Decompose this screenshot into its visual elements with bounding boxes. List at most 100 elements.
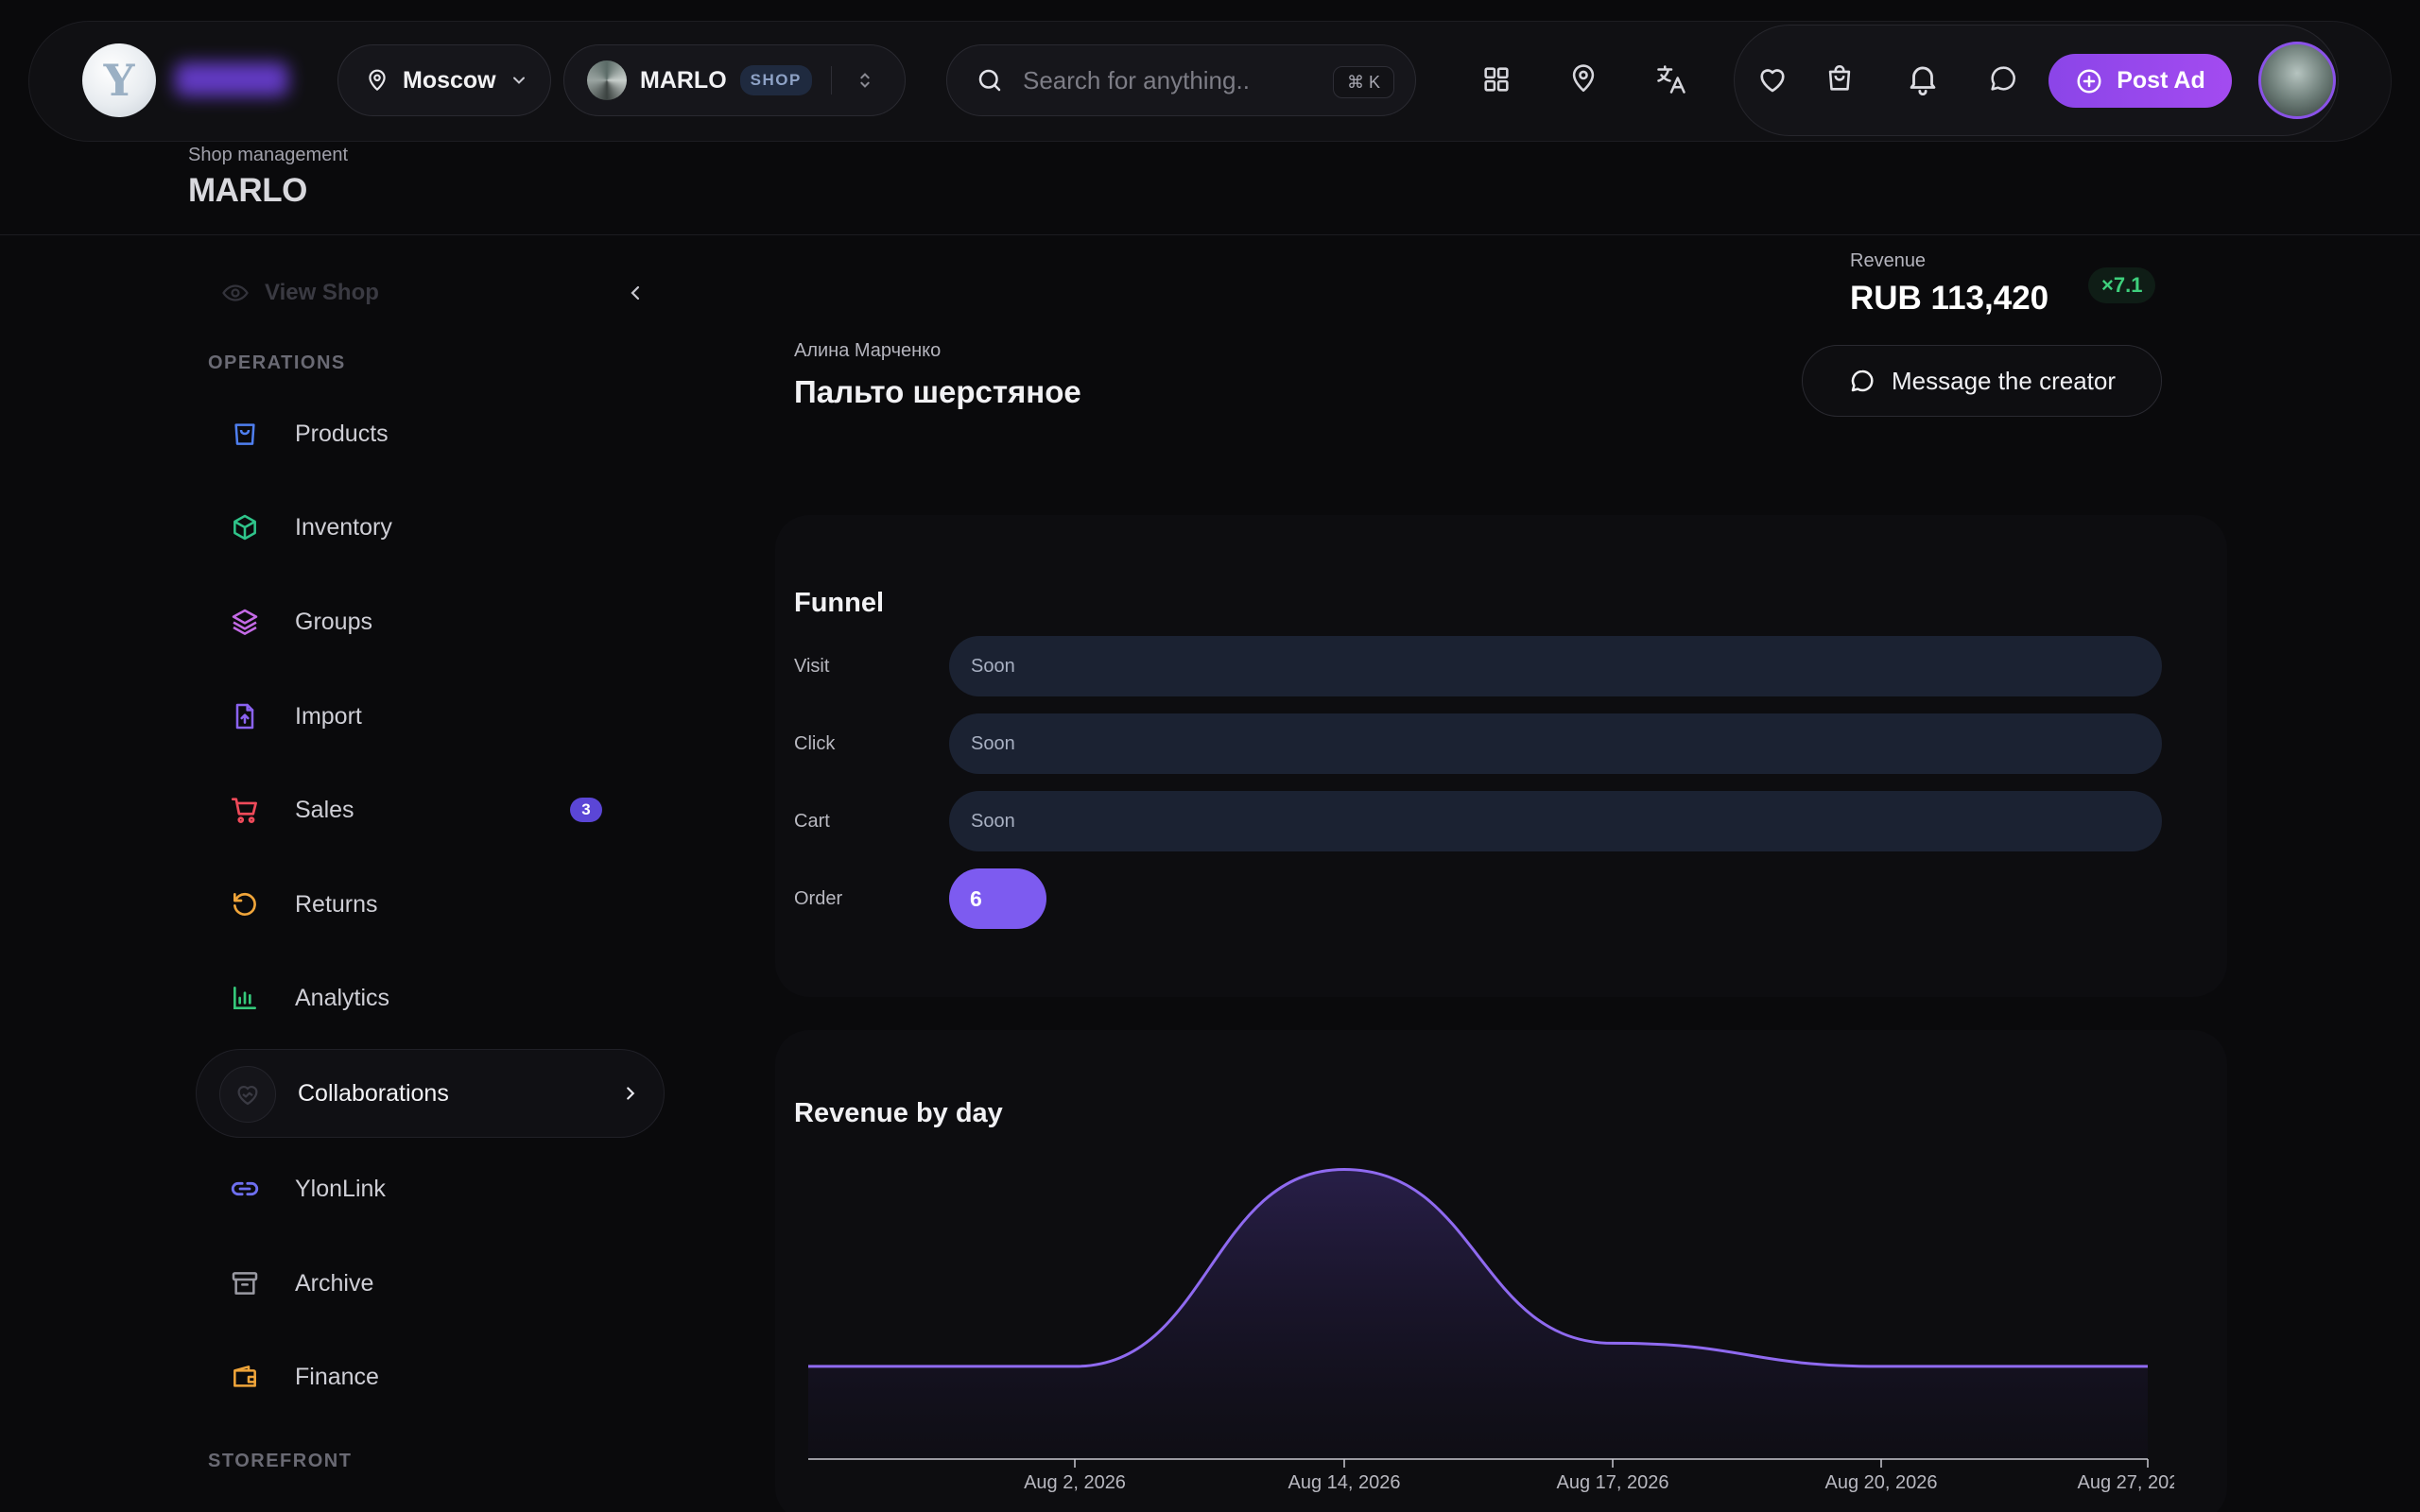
view-shop-label: View Shop [265, 280, 379, 305]
file-upload-icon [223, 701, 267, 731]
revenue-chart-title: Revenue by day [794, 1098, 1003, 1128]
sales-count-badge: 3 [570, 798, 602, 822]
sidebar-item-label: Returns [295, 890, 378, 918]
sidebar-item-label: Analytics [295, 984, 390, 1011]
chat-icon[interactable] [1987, 62, 2019, 94]
divider [830, 66, 833, 94]
revenue-area-chart: Aug 2, 2026 Aug 14, 2026 Aug 17, 2026 Aug 2… [807, 1167, 2175, 1493]
wallet-icon [223, 1362, 267, 1392]
header-divider [0, 234, 2420, 235]
heart-icon[interactable] [1755, 62, 1789, 96]
collapse-sidebar-button[interactable] [624, 278, 647, 313]
app-logo[interactable]: Y [82, 43, 156, 117]
funnel-title: Funnel [794, 588, 885, 618]
sidebar-item-label: Inventory [295, 513, 392, 541]
funnel-bar-value: Soon [971, 655, 1015, 677]
x-axis-tick-label: Aug 14, 2026 [1288, 1472, 1401, 1493]
chevron-up-down-icon [860, 73, 871, 88]
map-pin-icon [369, 69, 386, 91]
sidebar-item-inventory[interactable]: Inventory [223, 499, 658, 556]
bell-icon[interactable] [1905, 60, 1941, 96]
x-axis-tick-label: Aug 2, 2026 [1024, 1472, 1126, 1493]
location-icon[interactable] [1567, 62, 1599, 94]
shop-switcher[interactable]: MARLO SHOP [563, 44, 906, 116]
funnel-bar-value: 6 [970, 885, 982, 911]
plus-circle-icon [2077, 69, 2101, 93]
rotate-ccw-icon [223, 889, 267, 919]
eye-icon [222, 284, 249, 301]
funnel-bar-visit: Soon [949, 636, 2162, 696]
sidebar-item-label: Finance [295, 1363, 379, 1390]
sidebar-item-label: Products [295, 420, 389, 447]
x-axis-tick-label: Aug 20, 2026 [1825, 1472, 1938, 1493]
layers-icon [223, 607, 267, 637]
section-label-operations: OPERATIONS [208, 352, 346, 373]
product-title: Пальто шерстяное [794, 374, 1081, 409]
search-input[interactable]: Search for anything.. [1023, 65, 1250, 94]
shop-avatar [587, 60, 627, 100]
user-avatar[interactable] [2258, 42, 2336, 119]
chevron-left-icon [631, 285, 640, 301]
translate-icon[interactable] [1654, 62, 1688, 96]
page-title: MARLO [188, 172, 307, 209]
cart-icon [223, 794, 267, 826]
funnel-bar-value: Soon [971, 810, 1015, 832]
chevron-down-icon [512, 77, 525, 84]
revenue-label: Revenue [1850, 250, 1927, 271]
chevron-right-icon [620, 1080, 641, 1111]
handshake-heart-icon [219, 1066, 276, 1123]
city-selector[interactable]: Moscow [337, 44, 551, 116]
sidebar-item-label: Groups [295, 608, 372, 635]
chat-icon [1851, 369, 1874, 392]
funnel-row-label: Click [794, 733, 836, 754]
bar-chart-icon [223, 983, 267, 1013]
sidebar-item-label: Sales [295, 796, 354, 823]
shopping-bag-icon [223, 419, 267, 449]
post-ad-button[interactable]: Post Ad [2048, 54, 2232, 108]
sidebar-item-ylonlink[interactable]: YlonLink [223, 1160, 658, 1217]
grid-icon[interactable] [1480, 63, 1512, 95]
funnel-row-label: Visit [794, 656, 830, 677]
funnel-bar-cart: Soon [949, 791, 2162, 851]
sidebar-item-archive[interactable]: Archive [223, 1255, 658, 1312]
search-bar[interactable]: Search for anything.. ⌘ K [946, 44, 1416, 116]
message-creator-label: Message the creator [1891, 366, 2116, 395]
sidebar-item-analytics[interactable]: Analytics [223, 970, 658, 1026]
creator-name: Алина Марченко [794, 340, 942, 361]
x-axis-tick-label: Aug 27, 2026 [2078, 1472, 2175, 1493]
sidebar-item-sales[interactable]: Sales 3 [223, 782, 658, 838]
sidebar-item-finance[interactable]: Finance [223, 1349, 658, 1405]
sidebar-item-label: Import [295, 702, 362, 730]
shop-badge: SHOP [739, 65, 812, 95]
revenue-series-line [807, 1167, 2148, 1368]
section-label-storefront: STOREFRONT [208, 1451, 353, 1471]
shopping-bag-icon[interactable] [1824, 62, 1856, 94]
sidebar-item-collaborations[interactable]: Collaborations [196, 1049, 665, 1138]
message-creator-button[interactable]: Message the creator [1802, 345, 2162, 417]
sidebar-item-label: YlonLink [295, 1175, 386, 1202]
funnel-row-label: Order [794, 888, 843, 909]
funnel-bar-order: 6 [949, 868, 1046, 929]
link-icon [223, 1173, 267, 1205]
sidebar-item-label: Collaborations [298, 1080, 449, 1107]
revenue-area-fill [808, 1169, 2148, 1459]
funnel-bar-click: Soon [949, 713, 2162, 774]
page-subtitle: Shop management [188, 145, 349, 165]
sidebar-item-groups[interactable]: Groups [223, 593, 658, 650]
brand-wordmark-blurred [175, 62, 288, 96]
sidebar-item-returns[interactable]: Returns [223, 876, 658, 933]
sidebar-item-label: Archive [295, 1269, 374, 1297]
archive-icon [223, 1268, 267, 1298]
view-shop-link[interactable]: View Shop [221, 279, 379, 307]
shop-name: MARLO [640, 66, 727, 94]
city-label: Moscow [403, 66, 496, 94]
box-icon [223, 512, 267, 542]
logo-letter: Y [103, 55, 135, 106]
sidebar-item-products[interactable]: Products [223, 405, 658, 462]
sidebar-item-import[interactable]: Import [223, 688, 658, 745]
funnel-bar-value: Soon [971, 732, 1015, 754]
revenue-value: RUB 113,420 [1850, 280, 2049, 317]
search-shortcut-hint: ⌘ K [1332, 66, 1394, 98]
x-axis-tick-label: Aug 17, 2026 [1557, 1472, 1669, 1493]
funnel-row-label: Cart [794, 811, 830, 832]
